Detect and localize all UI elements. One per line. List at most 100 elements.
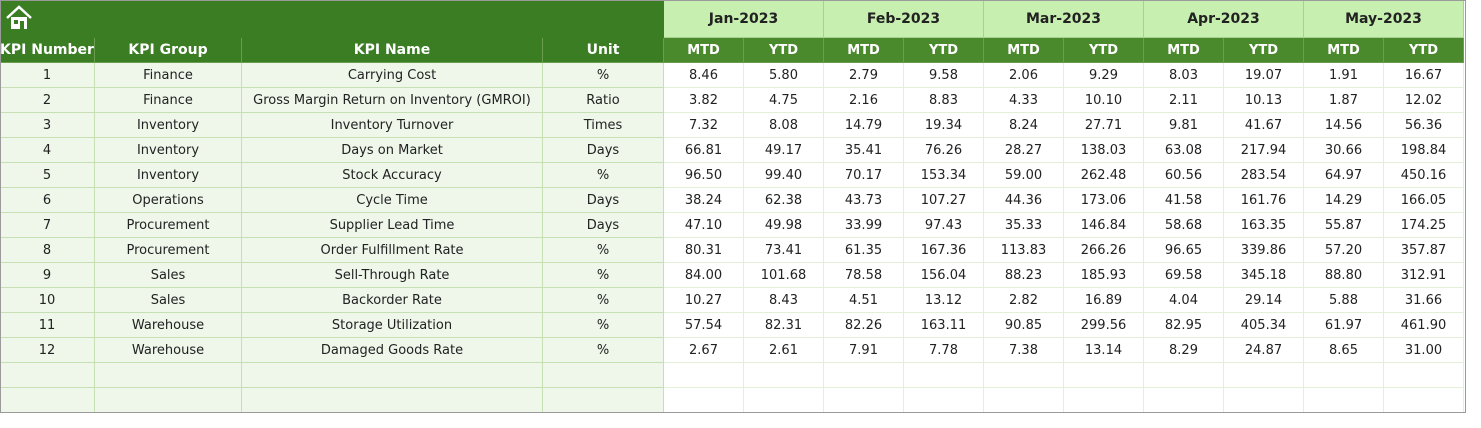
kpi-number: 4	[0, 138, 95, 163]
kpi-name: Storage Utilization	[242, 313, 543, 338]
empty-cell	[1064, 363, 1144, 388]
kpi-name: Stock Accuracy	[242, 163, 543, 188]
value-cell: 198.84	[1384, 138, 1464, 163]
value-cell: 107.27	[904, 188, 984, 213]
value-cell: 24.87	[1224, 338, 1304, 363]
home-icon[interactable]	[4, 4, 34, 32]
value-cell: 64.97	[1304, 163, 1384, 188]
empty-cell	[95, 363, 242, 388]
value-cell: 82.26	[824, 313, 904, 338]
value-cell: 41.67	[1224, 113, 1304, 138]
value-cell: 19.34	[904, 113, 984, 138]
value-cell: 166.05	[1384, 188, 1464, 213]
value-cell: 339.86	[1224, 238, 1304, 263]
sub-header: MTD	[1304, 38, 1384, 63]
kpi-number: 9	[0, 263, 95, 288]
kpi-unit: Times	[543, 113, 664, 138]
kpi-group: Sales	[95, 263, 242, 288]
value-cell: 8.43	[744, 288, 824, 313]
kpi-unit: Days	[543, 213, 664, 238]
kpi-unit: %	[543, 163, 664, 188]
sub-header: MTD	[824, 38, 904, 63]
value-cell: 82.31	[744, 313, 824, 338]
value-cell: 99.40	[744, 163, 824, 188]
value-cell: 10.10	[1064, 88, 1144, 113]
empty-cell	[664, 388, 744, 413]
value-cell: 61.97	[1304, 313, 1384, 338]
value-cell: 345.18	[1224, 263, 1304, 288]
kpi-unit: %	[543, 288, 664, 313]
value-cell: 8.03	[1144, 63, 1224, 88]
kpi-name: Carrying Cost	[242, 63, 543, 88]
empty-cell	[242, 388, 543, 413]
value-cell: 80.31	[664, 238, 744, 263]
value-cell: 44.36	[984, 188, 1064, 213]
value-cell: 405.34	[1224, 313, 1304, 338]
value-cell: 461.90	[1384, 313, 1464, 338]
empty-cell	[824, 388, 904, 413]
value-cell: 13.12	[904, 288, 984, 313]
value-cell: 16.67	[1384, 63, 1464, 88]
month-header: Jan-2023	[664, 0, 824, 38]
column-header: KPI Group	[95, 38, 242, 63]
kpi-name: Supplier Lead Time	[242, 213, 543, 238]
sub-header: MTD	[984, 38, 1064, 63]
value-cell: 299.56	[1064, 313, 1144, 338]
value-cell: 76.26	[904, 138, 984, 163]
value-cell: 8.08	[744, 113, 824, 138]
value-cell: 97.43	[904, 213, 984, 238]
value-cell: 2.82	[984, 288, 1064, 313]
value-cell: 90.85	[984, 313, 1064, 338]
value-cell: 113.83	[984, 238, 1064, 263]
empty-cell	[1144, 388, 1224, 413]
value-cell: 101.68	[744, 263, 824, 288]
sub-header: MTD	[1144, 38, 1224, 63]
sub-header: YTD	[1064, 38, 1144, 63]
empty-cell	[744, 363, 824, 388]
kpi-name: Cycle Time	[242, 188, 543, 213]
value-cell: 60.56	[1144, 163, 1224, 188]
kpi-number: 12	[0, 338, 95, 363]
kpi-group: Finance	[95, 88, 242, 113]
value-cell: 4.33	[984, 88, 1064, 113]
value-cell: 357.87	[1384, 238, 1464, 263]
sub-header: YTD	[744, 38, 824, 63]
kpi-name: Backorder Rate	[242, 288, 543, 313]
value-cell: 66.81	[664, 138, 744, 163]
value-cell: 88.23	[984, 263, 1064, 288]
empty-cell	[1304, 388, 1384, 413]
value-cell: 153.34	[904, 163, 984, 188]
value-cell: 61.35	[824, 238, 904, 263]
value-cell: 55.87	[1304, 213, 1384, 238]
value-cell: 450.16	[1384, 163, 1464, 188]
value-cell: 283.54	[1224, 163, 1304, 188]
kpi-number: 5	[0, 163, 95, 188]
empty-cell	[543, 363, 664, 388]
empty-cell	[744, 388, 824, 413]
value-cell: 27.71	[1064, 113, 1144, 138]
banner	[0, 0, 664, 38]
column-header: Unit	[543, 38, 664, 63]
value-cell: 56.36	[1384, 113, 1464, 138]
value-cell: 2.06	[984, 63, 1064, 88]
value-cell: 2.61	[744, 338, 824, 363]
value-cell: 163.11	[904, 313, 984, 338]
value-cell: 70.17	[824, 163, 904, 188]
empty-cell	[1384, 363, 1464, 388]
empty-cell	[1384, 388, 1464, 413]
empty-cell	[0, 388, 95, 413]
value-cell: 8.83	[904, 88, 984, 113]
value-cell: 7.91	[824, 338, 904, 363]
value-cell: 88.80	[1304, 263, 1384, 288]
value-cell: 57.20	[1304, 238, 1384, 263]
kpi-group: Warehouse	[95, 338, 242, 363]
value-cell: 10.27	[664, 288, 744, 313]
kpi-name: Damaged Goods Rate	[242, 338, 543, 363]
kpi-group: Inventory	[95, 163, 242, 188]
value-cell: 49.17	[744, 138, 824, 163]
value-cell: 312.91	[1384, 263, 1464, 288]
kpi-unit: Days	[543, 188, 664, 213]
value-cell: 7.38	[984, 338, 1064, 363]
empty-cell	[242, 363, 543, 388]
